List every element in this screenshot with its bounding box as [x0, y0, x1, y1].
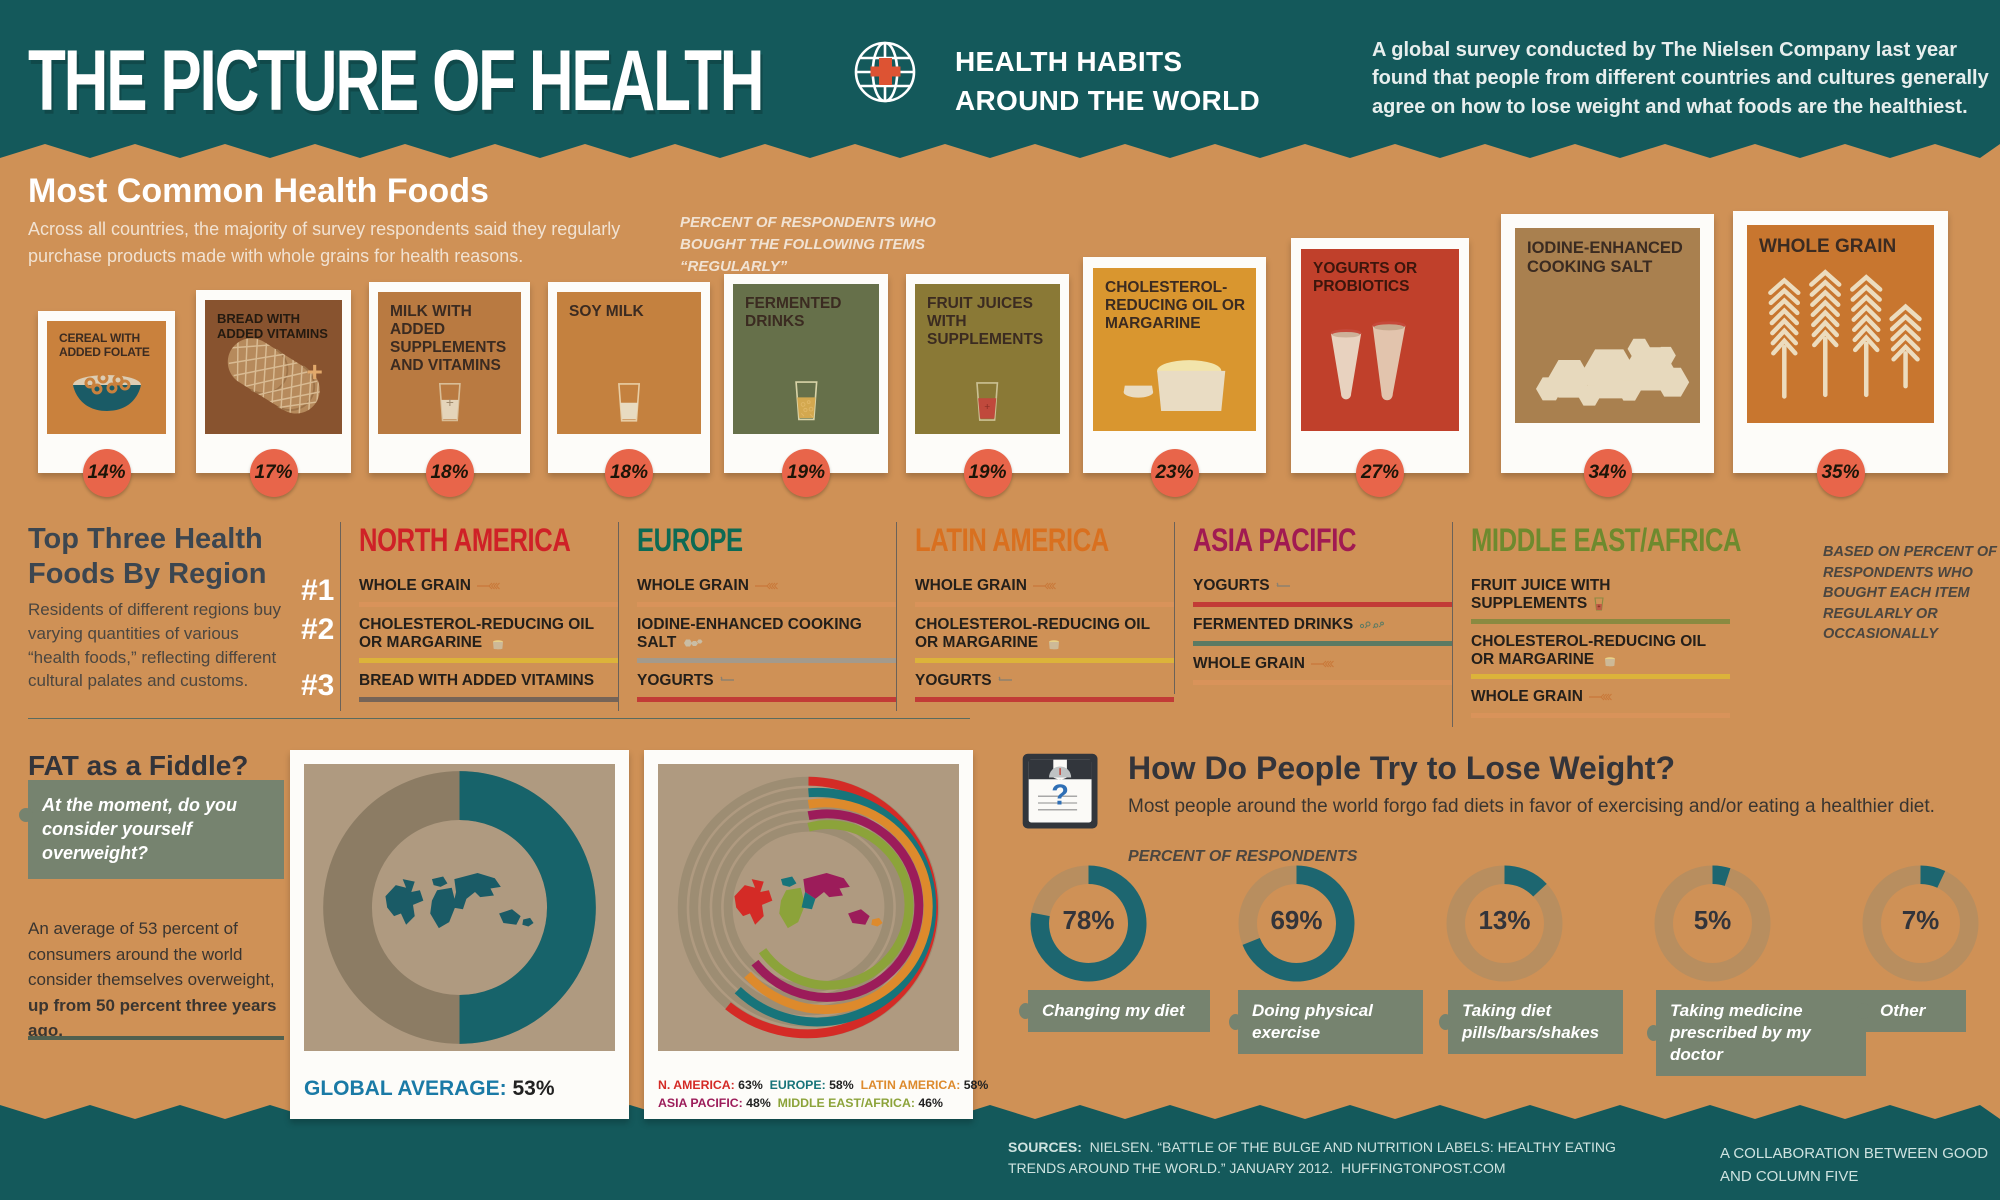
svg-text:+: +	[1598, 604, 1601, 610]
svg-text:+: +	[445, 395, 453, 410]
svg-text:?: ?	[1051, 780, 1069, 812]
svg-text:+: +	[985, 401, 991, 412]
